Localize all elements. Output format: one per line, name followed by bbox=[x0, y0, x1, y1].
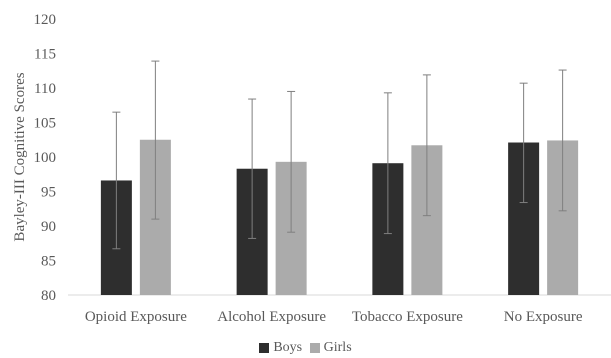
y-tick-label: 95 bbox=[41, 185, 56, 201]
error-bar-boys-3 bbox=[519, 82, 528, 204]
legend-item-boys: Boys bbox=[259, 340, 302, 356]
error-bar-girls-0 bbox=[151, 60, 160, 220]
legend-swatch-boys bbox=[259, 343, 270, 353]
legend-label-boys: Boys bbox=[273, 340, 303, 355]
legend-label-girls: Girls bbox=[323, 340, 352, 355]
bar-chart: 80 85 90 95 100 105 110 115 120 Opioid Exposure A… bbox=[12, 12, 611, 325]
y-tick-label: 90 bbox=[41, 219, 56, 235]
legend: Boys Girls bbox=[0, 340, 611, 358]
y-axis-ticks: 80 85 90 95 100 105 110 115 120 bbox=[34, 12, 57, 304]
y-tick-label: 115 bbox=[34, 47, 56, 63]
y-tick-label: 120 bbox=[34, 12, 57, 28]
y-tick-label: 85 bbox=[41, 254, 56, 270]
error-bar-boys-1 bbox=[248, 98, 257, 239]
legend-swatch-girls bbox=[309, 343, 320, 353]
y-tick-label: 110 bbox=[34, 81, 56, 97]
category-labels: Opioid Exposure Alcohol Exposure Tobacco E… bbox=[85, 309, 583, 325]
y-tick-label: 100 bbox=[34, 150, 57, 166]
legend-item-girls: Girls bbox=[309, 340, 352, 356]
error-bars-group bbox=[112, 60, 567, 250]
y-axis-title: Bayley-III Cognitive Scores bbox=[12, 72, 28, 241]
category-label: No Exposure bbox=[504, 309, 583, 325]
category-label: Tobacco Exposure bbox=[352, 309, 463, 325]
error-bar-boys-2 bbox=[383, 92, 392, 235]
error-bar-girls-3 bbox=[558, 69, 567, 212]
error-bar-girls-1 bbox=[287, 90, 296, 233]
error-bar-girls-2 bbox=[422, 74, 431, 217]
category-label: Opioid Exposure bbox=[85, 309, 187, 325]
bars-group bbox=[100, 139, 579, 295]
error-bar-boys-0 bbox=[112, 111, 121, 250]
y-tick-label: 105 bbox=[34, 116, 57, 132]
category-label: Alcohol Exposure bbox=[217, 309, 326, 325]
y-tick-label: 80 bbox=[41, 288, 56, 304]
